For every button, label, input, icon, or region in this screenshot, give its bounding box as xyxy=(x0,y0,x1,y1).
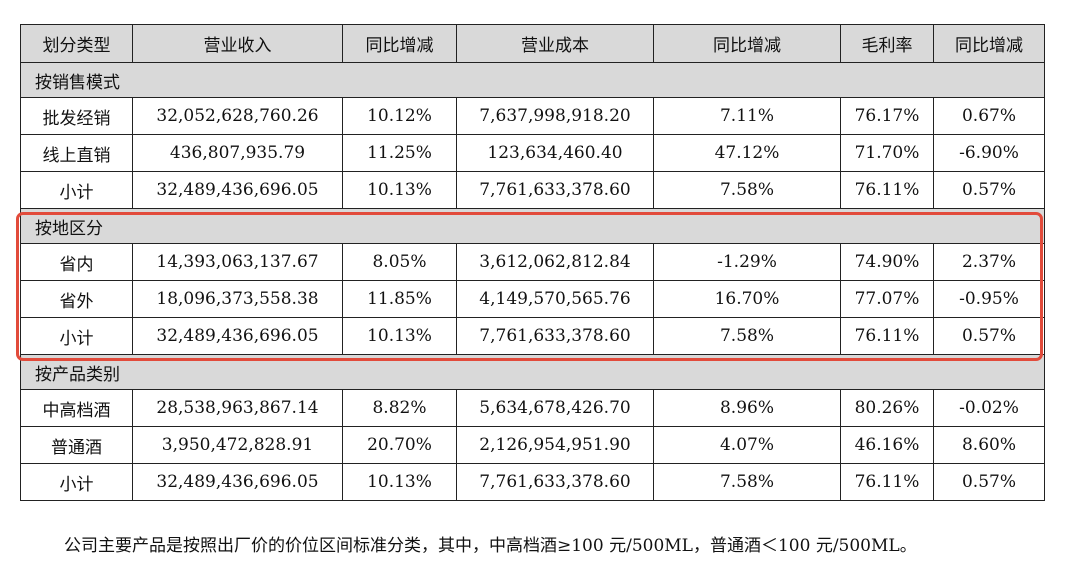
table-cell: -0.95% xyxy=(933,280,1045,318)
table-cell: 32,052,628,760.26 xyxy=(132,97,343,135)
table-row: 省内 14,393,063,137.67 8.05% 3,612,062,812.84… xyxy=(20,243,1045,281)
footnote: 公司主要产品是按照出厂价的价位区间标准分类，其中，中高档酒≥100 元/500M… xyxy=(64,536,917,556)
table-cell: 4,149,570,565.76 xyxy=(456,280,654,318)
table-header-row: 划分类型 营业收入 同比增减 营业成本 同比增减 毛利率 同比增减 xyxy=(20,24,1045,63)
table-cell: 436,807,935.79 xyxy=(132,134,343,172)
row-label: 小计 xyxy=(20,317,133,355)
table-cell: 80.26% xyxy=(840,389,934,427)
table-cell: 0.67% xyxy=(933,97,1045,135)
table-cell: 8.60% xyxy=(933,426,1045,464)
column-header: 毛利率 xyxy=(840,24,934,63)
table-cell: 0.57% xyxy=(933,171,1045,209)
table-cell: -6.90% xyxy=(933,134,1045,172)
column-header: 同比增减 xyxy=(933,24,1045,63)
column-header: 划分类型 xyxy=(20,24,133,63)
column-header: 营业收入 xyxy=(132,24,343,63)
table-cell: 76.11% xyxy=(840,463,934,501)
table-cell: 4.07% xyxy=(653,426,841,464)
table-cell: 2.37% xyxy=(933,243,1045,281)
table-cell: 46.16% xyxy=(840,426,934,464)
table-cell: -0.02% xyxy=(933,389,1045,427)
table-cell: 32,489,436,696.05 xyxy=(132,463,343,501)
table-cell: 0.57% xyxy=(933,463,1045,501)
table-cell: 14,393,063,137.67 xyxy=(132,243,343,281)
table-cell: 3,950,472,828.91 xyxy=(132,426,343,464)
table-cell: 8.82% xyxy=(342,389,457,427)
table-cell: 32,489,436,696.05 xyxy=(132,171,343,209)
table-cell: 11.25% xyxy=(342,134,457,172)
table-cell: 7.11% xyxy=(653,97,841,135)
table-cell: 28,538,963,867.14 xyxy=(132,389,343,427)
table-cell: 7.58% xyxy=(653,463,841,501)
table-cell: 74.90% xyxy=(840,243,934,281)
table-row: 小计 32,489,436,696.05 10.13% 7,761,633,378.6… xyxy=(20,171,1045,209)
table-cell: 8.96% xyxy=(653,389,841,427)
section-header-row: 按销售模式 xyxy=(20,62,1045,98)
table-cell: 7,761,633,378.60 xyxy=(456,171,654,209)
table-cell: 5,634,678,426.70 xyxy=(456,389,654,427)
table-cell: 7.58% xyxy=(653,171,841,209)
table-cell: 16.70% xyxy=(653,280,841,318)
table-row: 小计 32,489,436,696.05 10.13% 7,761,633,378.6… xyxy=(20,463,1045,501)
table-cell: 71.70% xyxy=(840,134,934,172)
row-label: 普通酒 xyxy=(20,426,133,464)
table-cell: 11.85% xyxy=(342,280,457,318)
table-cell: 76.11% xyxy=(840,317,934,355)
table-cell: 10.12% xyxy=(342,97,457,135)
column-header: 同比增减 xyxy=(342,24,457,63)
table-cell: 0.57% xyxy=(933,317,1045,355)
table-cell: 76.11% xyxy=(840,171,934,209)
table-cell: 7,761,633,378.60 xyxy=(456,463,654,501)
table-cell: 76.17% xyxy=(840,97,934,135)
table-row: 批发经销 32,052,628,760.26 10.12% 7,637,998,918… xyxy=(20,97,1045,135)
table-cell: 10.13% xyxy=(342,171,457,209)
table-row: 线上直销 436,807,935.79 11.25% 123,634,460.40 47… xyxy=(20,134,1045,172)
table-row: 中高档酒 28,538,963,867.14 8.82% 5,634,678,426.… xyxy=(20,389,1045,427)
row-label: 小计 xyxy=(20,463,133,501)
table-cell: 20.70% xyxy=(342,426,457,464)
table-row: 小计 32,489,436,696.05 10.13% 7,761,633,378.6… xyxy=(20,317,1045,355)
row-label: 批发经销 xyxy=(20,97,133,135)
column-header: 同比增减 xyxy=(653,24,841,63)
row-label: 小计 xyxy=(20,171,133,209)
region-highlight-box xyxy=(16,212,1043,361)
row-label: 省内 xyxy=(20,243,133,281)
table-cell: -1.29% xyxy=(653,243,841,281)
table-cell: 7,761,633,378.60 xyxy=(456,317,654,355)
table-cell: 10.13% xyxy=(342,463,457,501)
table-cell: 47.12% xyxy=(653,134,841,172)
table-cell: 10.13% xyxy=(342,317,457,355)
row-label: 线上直销 xyxy=(20,134,133,172)
row-label: 中高档酒 xyxy=(20,389,133,427)
table-cell: 123,634,460.40 xyxy=(456,134,654,172)
column-header: 营业成本 xyxy=(456,24,654,63)
table-cell: 7,637,998,918.20 xyxy=(456,97,654,135)
table-row: 普通酒 3,950,472,828.91 20.70% 2,126,954,951.9… xyxy=(20,426,1045,464)
table-cell: 2,126,954,951.90 xyxy=(456,426,654,464)
section-title: 按销售模式 xyxy=(20,62,1045,98)
